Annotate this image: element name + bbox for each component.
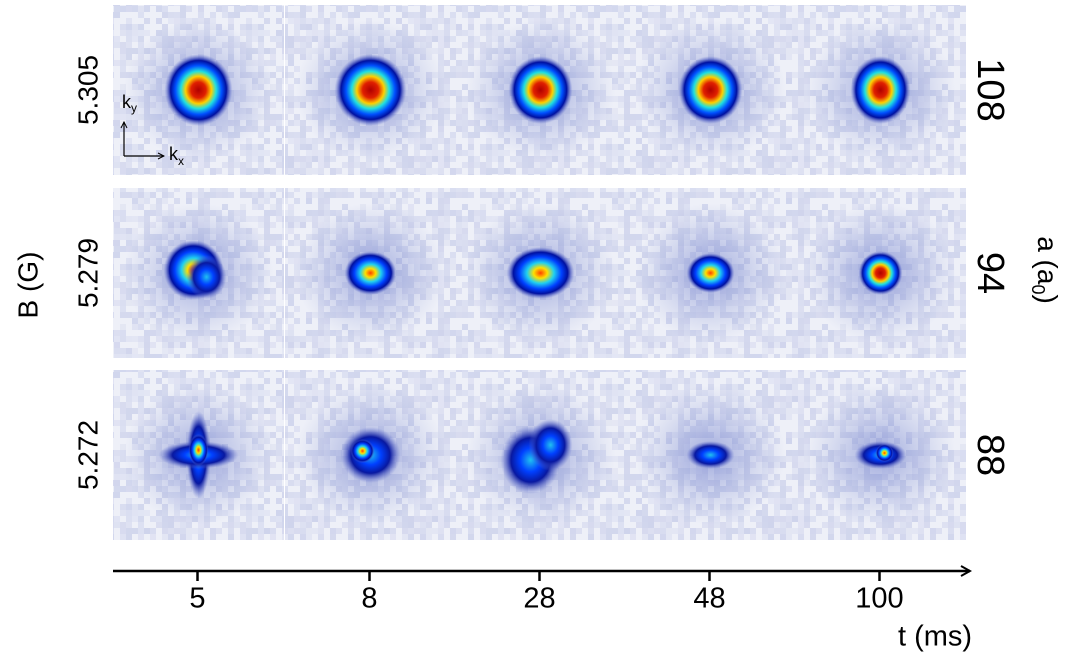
a-axis-label: a (a0) — [1028, 236, 1062, 304]
atom-cloud — [186, 255, 227, 299]
image-panel — [113, 5, 284, 175]
b-value-label: 5.305 — [72, 55, 103, 125]
t-axis-label: t (ms) — [898, 621, 972, 653]
atom-cloud — [850, 56, 911, 124]
image-panel — [455, 5, 626, 175]
atom-cloud — [508, 56, 573, 124]
atom-cloud — [350, 439, 375, 463]
a-label-text: a (a — [1032, 236, 1063, 285]
time-label: 48 — [693, 583, 725, 615]
atom-cloud — [528, 419, 573, 471]
kx-sub: x — [178, 154, 184, 168]
a-value-label: 88 — [969, 434, 1011, 476]
image-panel — [795, 5, 966, 175]
image-panel — [795, 370, 966, 540]
image-panel — [113, 370, 284, 540]
time-label: 5 — [189, 583, 205, 615]
time-label: 28 — [523, 583, 555, 615]
atom-cloud — [506, 247, 575, 299]
a-label-sub: 0 — [1028, 284, 1048, 294]
image-panel — [285, 370, 456, 540]
a-label-close: ) — [1032, 294, 1063, 303]
atom-cloud — [686, 441, 735, 469]
time-label: 8 — [361, 583, 377, 615]
image-panel — [455, 188, 626, 358]
atom-cloud — [164, 54, 233, 126]
atom-cloud — [344, 251, 397, 295]
ky-text: k — [122, 92, 132, 112]
image-panel — [625, 370, 796, 540]
b-value-label: 5.279 — [72, 238, 103, 308]
atom-cloud — [678, 56, 743, 124]
kx-text: k — [169, 144, 179, 164]
ky-sub: y — [131, 101, 137, 115]
kx-label: kx — [169, 144, 184, 168]
atom-cloud — [686, 253, 735, 293]
atom-cloud — [875, 444, 894, 462]
b-value-label: 5.272 — [72, 420, 103, 490]
image-panel — [625, 188, 796, 358]
image-panel — [455, 370, 626, 540]
a-value-label: 94 — [969, 252, 1011, 294]
a-value-label: 108 — [969, 58, 1011, 121]
atom-cloud — [188, 434, 209, 466]
ky-label: ky — [122, 92, 137, 115]
atom-cloud — [334, 54, 407, 126]
image-panel — [113, 188, 284, 358]
image-panel — [285, 5, 456, 175]
time-label: 100 — [855, 583, 903, 615]
b-axis-label: B (G) — [12, 252, 43, 319]
image-grid — [113, 5, 966, 540]
image-panel — [285, 188, 456, 358]
image-panel — [795, 188, 966, 358]
atom-cloud — [858, 251, 903, 295]
image-panel — [625, 5, 796, 175]
